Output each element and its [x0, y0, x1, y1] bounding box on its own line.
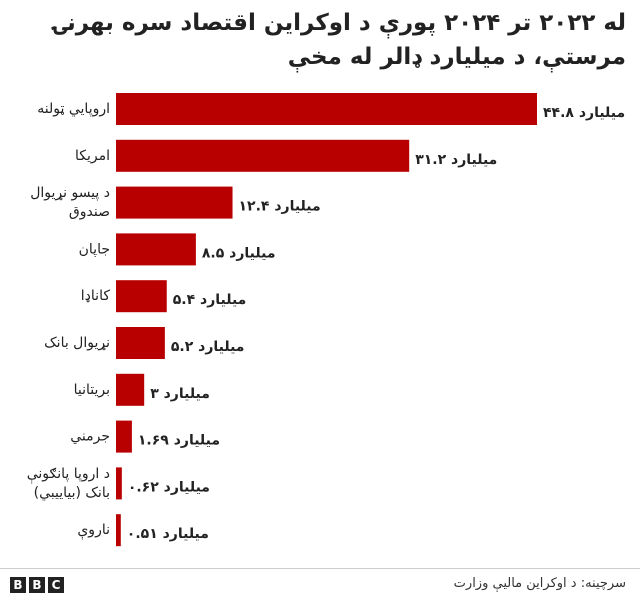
- data-label-unit: میلیارد: [269, 199, 320, 215]
- bar: [116, 467, 122, 500]
- bar: [116, 280, 167, 313]
- data-label: ۰.۵۱ میلیارد: [127, 526, 209, 542]
- data-label: ۱.۶۹ میلیارد: [138, 433, 220, 449]
- data-label-value: ۰.۵۱: [127, 526, 158, 542]
- bar: [116, 93, 537, 125]
- data-label-value: ۳: [150, 386, 159, 402]
- data-label-value: ۰.۶۲: [128, 479, 159, 495]
- bar: [116, 139, 410, 172]
- category-label: ناروې: [77, 522, 110, 540]
- data-label-value: ۸.۵: [202, 245, 225, 261]
- data-label-value: ۱۲.۴: [239, 199, 270, 215]
- data-label-value: ۱.۶۹: [138, 433, 169, 449]
- data-label-value: ۳۱.۲: [415, 152, 446, 168]
- data-label-unit: میلیارد: [195, 292, 246, 308]
- data-label: ۸.۵ میلیارد: [202, 245, 276, 261]
- data-label-unit: میلیارد: [193, 339, 244, 355]
- bar: [116, 420, 132, 453]
- category-label: بریتانیا: [74, 382, 110, 398]
- category-label: بانک (بیاییبي): [34, 485, 110, 501]
- data-label-value: ۵.۲: [171, 339, 194, 355]
- bar: [116, 373, 145, 406]
- data-label-unit: میلیارد: [159, 386, 210, 402]
- bar: [116, 514, 121, 547]
- bar: [116, 233, 196, 266]
- data-label: ۳ میلیارد: [150, 386, 210, 402]
- bar: [116, 327, 165, 359]
- data-label-unit: میلیارد: [446, 152, 497, 168]
- logo-letter: B: [29, 577, 45, 593]
- category-label: جرمني: [70, 429, 110, 445]
- data-label-value: ۴۴.۸: [543, 105, 574, 121]
- data-label: ۵.۲ میلیارد: [171, 339, 245, 355]
- category-label: نړیوال بانک: [44, 335, 110, 351]
- bar: [116, 186, 233, 219]
- logo-letter: C: [48, 577, 64, 593]
- data-label-unit: میلیارد: [224, 245, 275, 261]
- bar-chart: اروپايي ټولنه ۴۴.۸ میلیارد امریکا ۳۱.۲ میلی…: [27, 93, 625, 547]
- category-label: د اروپا پانګونې: [27, 466, 110, 484]
- category-label: جاپان: [79, 241, 110, 257]
- logo-letter: B: [10, 577, 26, 593]
- footer-divider: [0, 568, 640, 569]
- data-label: ۰.۶۲ میلیارد: [128, 479, 210, 495]
- data-label-unit: میلیارد: [169, 433, 220, 449]
- chart-title: له ۲۰۲۲ تر ۲۰۲۴ پورې د اوکراین اقتصاد سر…: [53, 10, 626, 70]
- source-note: سرچینه: د اوکراین مالیې وزارت: [453, 576, 626, 591]
- category-label: کاناډا: [81, 288, 111, 304]
- data-label: ۵.۴ میلیارد: [173, 292, 247, 308]
- category-label: صندوق: [69, 204, 110, 220]
- category-label: د پیسو نړیوال: [30, 185, 110, 201]
- data-label-unit: میلیارد: [158, 526, 209, 542]
- category-label: امریکا: [75, 148, 110, 164]
- data-label: ۴۴.۸ میلیارد: [543, 105, 625, 121]
- data-label-unit: میلیارد: [574, 105, 625, 121]
- data-label-unit: میلیارد: [159, 479, 210, 495]
- data-label: ۱۲.۴ میلیارد: [239, 199, 321, 215]
- category-label: اروپايي ټولنه: [37, 101, 110, 117]
- data-label-value: ۵.۴: [173, 292, 196, 308]
- data-label: ۳۱.۲ میلیارد: [415, 152, 497, 168]
